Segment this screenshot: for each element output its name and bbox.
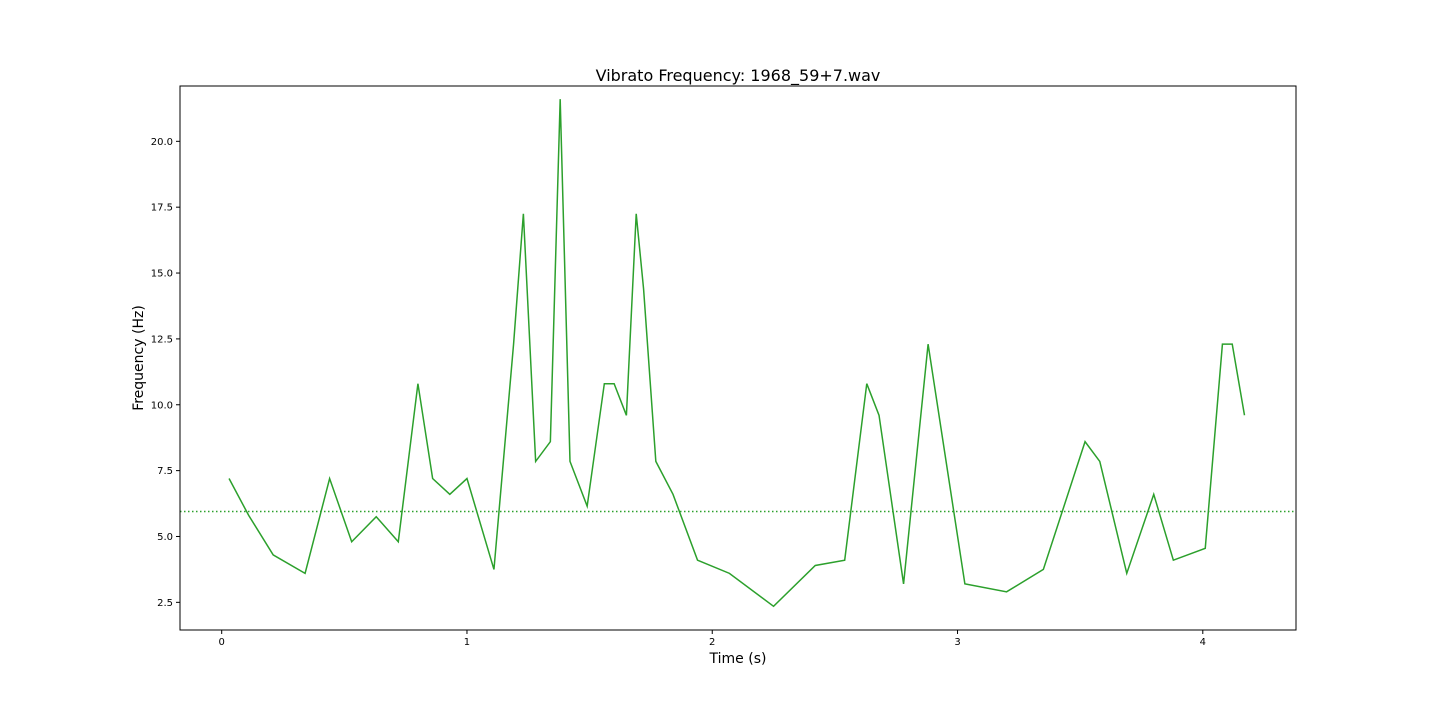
ticks-layer: 0 1 2 3 4 2.5 5.0 7.5 10.0 12.5 15.0 17.5 20.0 <box>151 137 1206 648</box>
y-tick-label: 20.0 <box>151 137 173 148</box>
y-tick-label: 5.0 <box>157 532 173 543</box>
y-tick-label: 15.0 <box>151 269 173 280</box>
y-axis-title: Frequency (Hz) <box>131 305 147 411</box>
y-tick-label: 7.5 <box>157 466 173 477</box>
x-tick-label: 2 <box>709 637 715 648</box>
x-tick-label: 3 <box>954 637 960 648</box>
x-tick-label: 1 <box>464 637 470 648</box>
chart-title: Vibrato Frequency: 1968_59+7.wav <box>596 66 881 86</box>
y-tick-label: 17.5 <box>151 203 173 214</box>
y-tick-label: 10.0 <box>151 400 173 411</box>
x-tick-label: 0 <box>219 637 225 648</box>
y-tick-label: 12.5 <box>151 334 173 345</box>
plot-layer <box>180 99 1296 608</box>
axes-frame <box>179 85 1297 631</box>
x-axis-title: Time (s) <box>709 651 767 667</box>
x-tick-label: 4 <box>1200 637 1206 648</box>
series-line <box>228 99 1246 608</box>
y-tick-label: 2.5 <box>157 598 173 609</box>
